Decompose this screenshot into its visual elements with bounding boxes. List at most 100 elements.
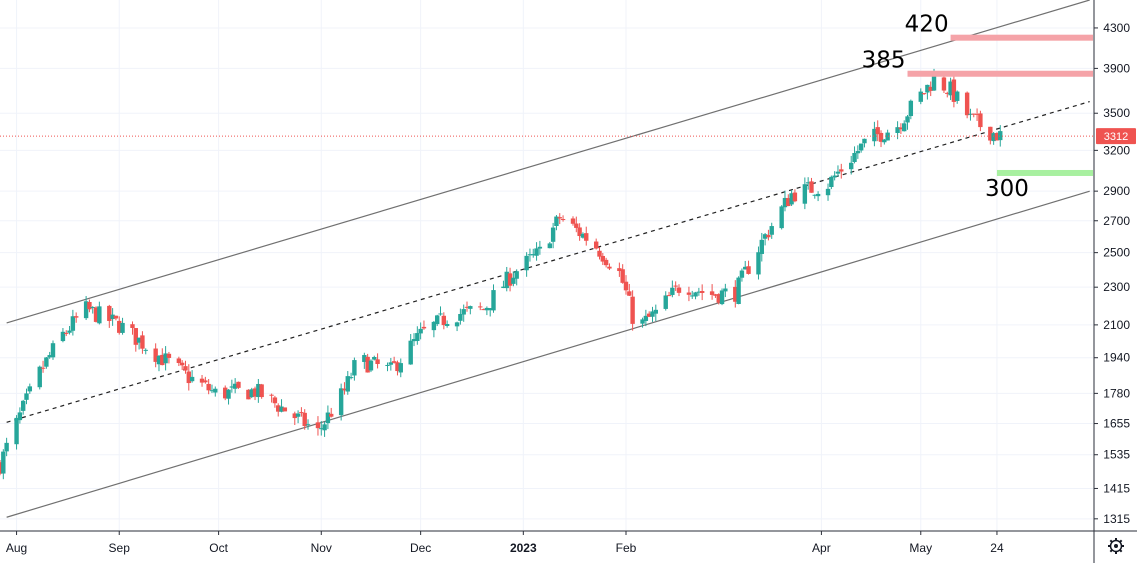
candle-body <box>90 306 95 308</box>
candle-body <box>756 252 761 275</box>
candle <box>902 120 907 132</box>
candle <box>676 284 682 297</box>
candle-body <box>815 193 821 197</box>
candle <box>464 301 470 312</box>
candle-body <box>577 227 582 237</box>
candle <box>858 143 864 153</box>
x-tick-label: Nov <box>311 541 332 555</box>
candle-body <box>646 313 652 317</box>
candle-body <box>872 128 877 142</box>
candle-body <box>537 246 543 249</box>
candle-body <box>64 332 69 334</box>
gear-hub <box>1114 544 1118 548</box>
candle <box>686 286 692 302</box>
candle <box>640 317 645 328</box>
candle <box>666 291 672 297</box>
candle <box>189 370 195 383</box>
candle <box>391 356 397 364</box>
candle <box>37 365 42 390</box>
candle <box>550 222 556 249</box>
candle-body <box>699 291 705 293</box>
time-axis-background <box>0 531 1137 563</box>
candle <box>113 315 119 321</box>
candle-body <box>673 285 678 287</box>
candle <box>527 248 533 262</box>
candle <box>709 284 715 300</box>
candle <box>723 283 728 298</box>
candle-body <box>232 383 238 389</box>
support-level-300 <box>996 169 1093 176</box>
candle-body <box>955 91 960 101</box>
candle <box>825 183 831 201</box>
candle-body <box>153 348 158 362</box>
candle <box>302 409 307 430</box>
candle-body <box>603 259 609 266</box>
candle-body <box>444 324 450 326</box>
candle-body <box>627 291 632 296</box>
candle <box>97 301 102 325</box>
candle-body <box>110 314 115 320</box>
candle-body <box>501 286 506 289</box>
candle <box>855 145 861 159</box>
candle <box>27 383 33 394</box>
candle <box>878 130 884 148</box>
candle <box>882 138 887 145</box>
candle-body <box>663 295 668 309</box>
candle <box>746 260 751 275</box>
candle-body <box>839 169 844 172</box>
candle <box>487 308 493 317</box>
candle-body <box>272 397 278 404</box>
candle <box>829 175 834 190</box>
candle <box>408 333 413 365</box>
candle <box>925 84 930 100</box>
candle-body <box>315 422 321 429</box>
candle <box>269 393 274 403</box>
gear-icon[interactable] <box>1108 538 1124 554</box>
candle <box>839 163 844 179</box>
candle-body <box>885 132 890 141</box>
candle <box>786 194 791 207</box>
candle <box>971 113 976 118</box>
candle-body <box>338 388 344 416</box>
x-tick-label: Sep <box>109 541 131 555</box>
candle <box>226 389 231 405</box>
candle <box>203 376 208 384</box>
candle <box>693 291 698 300</box>
candle-body <box>835 171 841 174</box>
candle-body <box>531 254 536 256</box>
candle <box>491 284 496 313</box>
candle <box>951 74 957 108</box>
candle <box>792 189 798 203</box>
price-axis-background <box>1094 0 1137 563</box>
candle <box>600 252 606 265</box>
candle-body <box>203 380 208 383</box>
candle-body <box>988 126 993 141</box>
candle <box>802 177 808 210</box>
candle-body <box>825 188 831 196</box>
candle-body <box>931 75 937 91</box>
candle <box>603 257 609 268</box>
candle <box>584 226 589 246</box>
candle <box>299 407 304 417</box>
candle <box>948 77 953 101</box>
candle <box>279 399 284 413</box>
candle <box>514 269 519 286</box>
candle-body <box>805 182 811 184</box>
candle <box>249 387 254 399</box>
candle <box>468 305 473 315</box>
y-tick-label: 2700 <box>1103 214 1130 228</box>
candle-body <box>895 127 900 134</box>
candle <box>872 121 877 147</box>
candle-body <box>709 291 715 295</box>
candle-body <box>24 393 29 400</box>
candle <box>570 216 576 226</box>
candle <box>739 268 745 282</box>
y-tick-label: 2300 <box>1103 280 1130 294</box>
candle-body <box>395 362 400 372</box>
candle <box>607 263 612 271</box>
candle-body <box>166 353 172 358</box>
candle-body <box>557 217 562 219</box>
candle-body <box>398 363 403 373</box>
candle-body <box>686 292 692 295</box>
